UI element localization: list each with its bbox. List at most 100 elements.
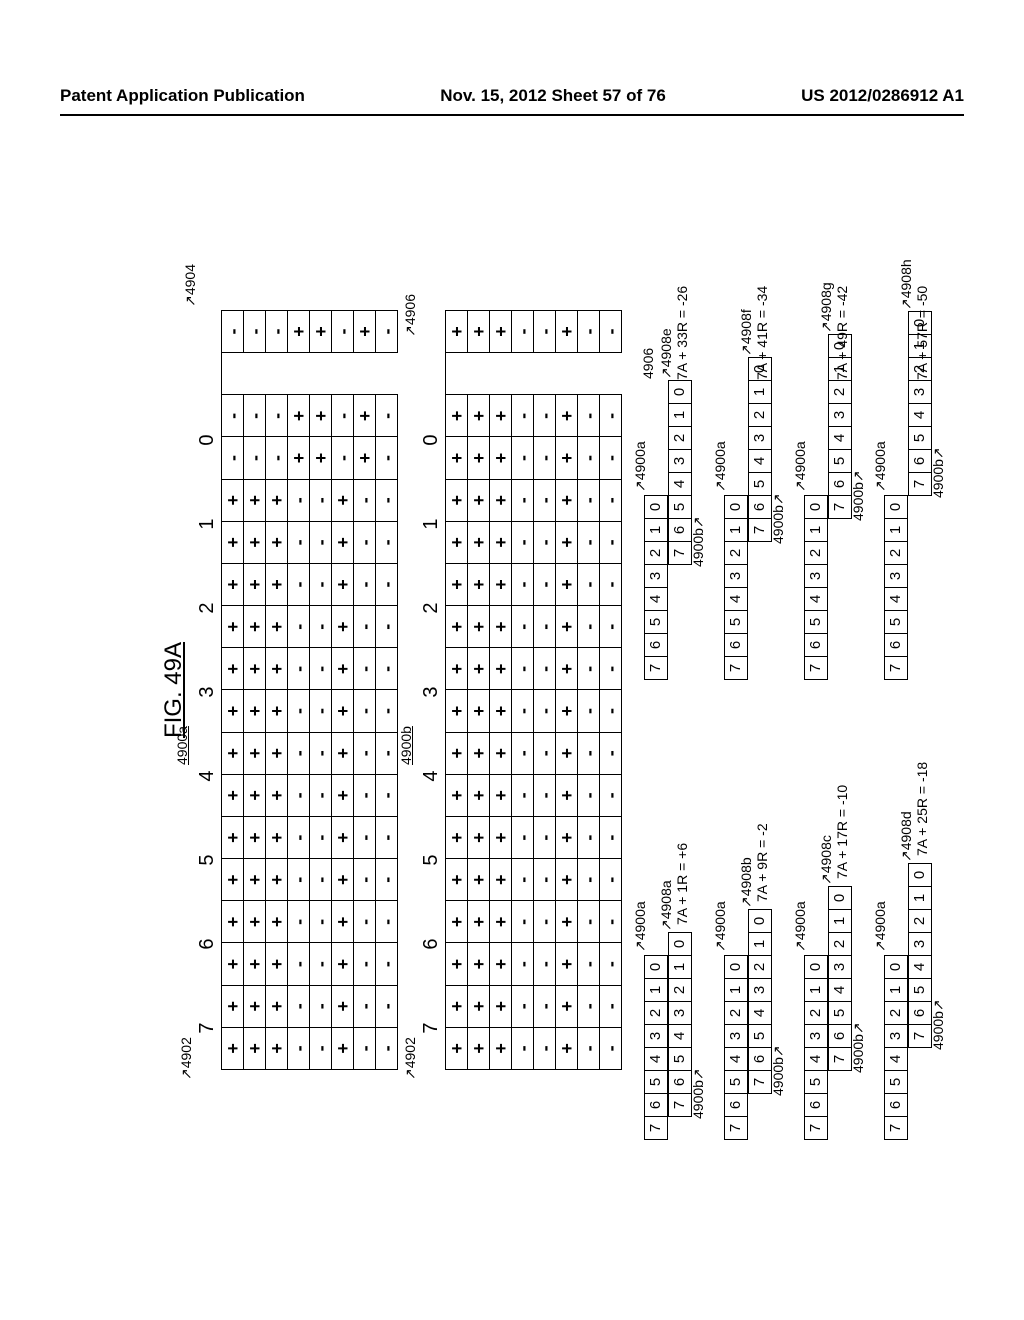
pairs-right-col: 7654321076543210↗4900a4900b↗↗4908e 49067…	[644, 240, 964, 680]
polarity-cell: -	[288, 563, 310, 605]
sequence-cell: 7	[908, 472, 932, 496]
sequence-cell: 6	[748, 1047, 772, 1070]
polarity-cell: +	[266, 479, 288, 521]
shift-result: 7A + 57R = -50	[914, 286, 930, 380]
polarity-cell: -	[578, 732, 600, 774]
leader-4902: ↗4902	[178, 1037, 195, 1080]
polarity-cell: +	[556, 732, 578, 774]
column-header: 4	[196, 734, 221, 818]
polarity-cell: +	[446, 521, 468, 563]
sequence-cell: 2	[828, 932, 852, 955]
column-header: 0	[420, 398, 445, 482]
table-row: ++++++++++++++---	[222, 310, 244, 1070]
polarity-cell: -	[578, 563, 600, 605]
ref-4900a: ↗4900a	[632, 901, 649, 952]
sequence-cell: 6	[644, 633, 668, 656]
sequence-cell: 3	[884, 1024, 908, 1047]
shift-result: 7A + 17R = -10	[834, 785, 850, 879]
polarity-cell: -	[534, 732, 556, 774]
sequence-cell: 3	[668, 1001, 692, 1024]
sequence-cell: 6	[828, 472, 852, 495]
sequence-row: 76543210	[908, 863, 932, 1048]
polarity-cell: -	[600, 985, 622, 1027]
polarity-cell: -	[288, 479, 310, 521]
polarity-cell: -	[578, 900, 600, 942]
polarity-cell: -	[600, 521, 622, 563]
polarity-cell: -	[512, 563, 534, 605]
polarity-cell: +	[556, 394, 578, 436]
polarity-cell: -	[310, 479, 332, 521]
polarity-cell: +	[266, 985, 288, 1027]
polarity-cell: +	[468, 900, 490, 942]
polarity-cell: +	[556, 774, 578, 816]
shift-result: 7A + 1R = +6	[674, 843, 690, 925]
polarity-cell: -	[376, 436, 398, 478]
polarity-cell: -	[354, 900, 376, 942]
sequence-cell: 6	[884, 633, 908, 656]
polarity-cell: +	[556, 1027, 578, 1070]
header-rule	[60, 114, 964, 116]
sequence-cell: 0	[724, 495, 748, 518]
polarity-cell: -	[600, 858, 622, 900]
sequence-cell: 5	[804, 1070, 828, 1093]
polarity-cell: +	[222, 816, 244, 858]
polarity-cell: +	[222, 732, 244, 774]
polarity-cell: -	[354, 774, 376, 816]
polarity-cell: +	[468, 732, 490, 774]
sequence-row: 76543210	[748, 357, 772, 542]
polarity-cell: +	[490, 900, 512, 942]
polarity-table-4900a: ↗4902 4900a ↗4904 76543210++++++++++++++…	[196, 310, 398, 1070]
polarity-cell: -	[288, 774, 310, 816]
sequence-cell: 7	[828, 1047, 852, 1071]
sequence-cell: 5	[668, 1047, 692, 1070]
pairs-left-col: 7654321076543210↗4900a4900b↗↗4908a7A + 1…	[644, 700, 964, 1140]
sequence-cell: 4	[644, 587, 668, 610]
table-row: -----------------	[376, 310, 398, 1070]
polarity-cell: -	[578, 774, 600, 816]
sequence-cell: 7	[668, 541, 692, 565]
sequence-cell: 0	[668, 932, 692, 955]
sequence-row: 76543210	[668, 932, 692, 1117]
sequence-cell: 2	[828, 380, 852, 403]
sequence-cell: 2	[644, 1001, 668, 1024]
polarity-cell: -	[534, 816, 556, 858]
sequence-cell: 7	[748, 1070, 772, 1094]
sequence-cell: 7	[908, 1024, 932, 1048]
polarity-cell: -	[512, 816, 534, 858]
polarity-cell: -	[534, 479, 556, 521]
polarity-cell: -	[354, 858, 376, 900]
leader-4902b: ↗4902	[402, 1037, 419, 1080]
polarity-cell: -	[534, 985, 556, 1027]
table-row: -----------------	[512, 310, 534, 1070]
sequence-cell: 0	[804, 955, 828, 978]
shift-pair: 7654321076543210↗4900a4900b↗↗4908g7A + 4…	[804, 240, 862, 680]
polarity-cell: -	[244, 310, 266, 353]
polarity-cell: +	[446, 689, 468, 731]
polarity-cell: +	[266, 732, 288, 774]
sequence-cell: 2	[748, 403, 772, 426]
sequence-cell: 4	[668, 472, 692, 495]
polarity-cell: +	[266, 816, 288, 858]
sequence-cell: 4	[748, 449, 772, 472]
polarity-table-4900b: ↗4902 4900b ↗4906 76543210++++++++++++++…	[420, 310, 622, 1070]
ref-4908: ↗4908c	[818, 835, 835, 885]
sequence-cell: 0	[884, 495, 908, 518]
polarity-cell: -	[600, 732, 622, 774]
polarity-cell: -	[578, 942, 600, 984]
polarity-cell: +	[244, 732, 266, 774]
column-header: 4	[420, 734, 445, 818]
polarity-cell: -	[578, 521, 600, 563]
polarity-cell: -	[310, 816, 332, 858]
ref-4908: ↗4908e	[658, 328, 675, 379]
polarity-cell: +	[556, 479, 578, 521]
sequence-cell: 5	[828, 1001, 852, 1024]
polarity-cell: -	[244, 394, 266, 436]
column-header: 3	[196, 650, 221, 734]
polarity-cell: -	[578, 310, 600, 353]
sequence-cell: 7	[644, 1116, 668, 1140]
polarity-cell: +	[468, 647, 490, 689]
sequence-cell: 5	[748, 472, 772, 495]
sequence-cell: 6	[668, 518, 692, 541]
sequence-cell: 7	[724, 1116, 748, 1140]
polarity-cell: +	[244, 563, 266, 605]
